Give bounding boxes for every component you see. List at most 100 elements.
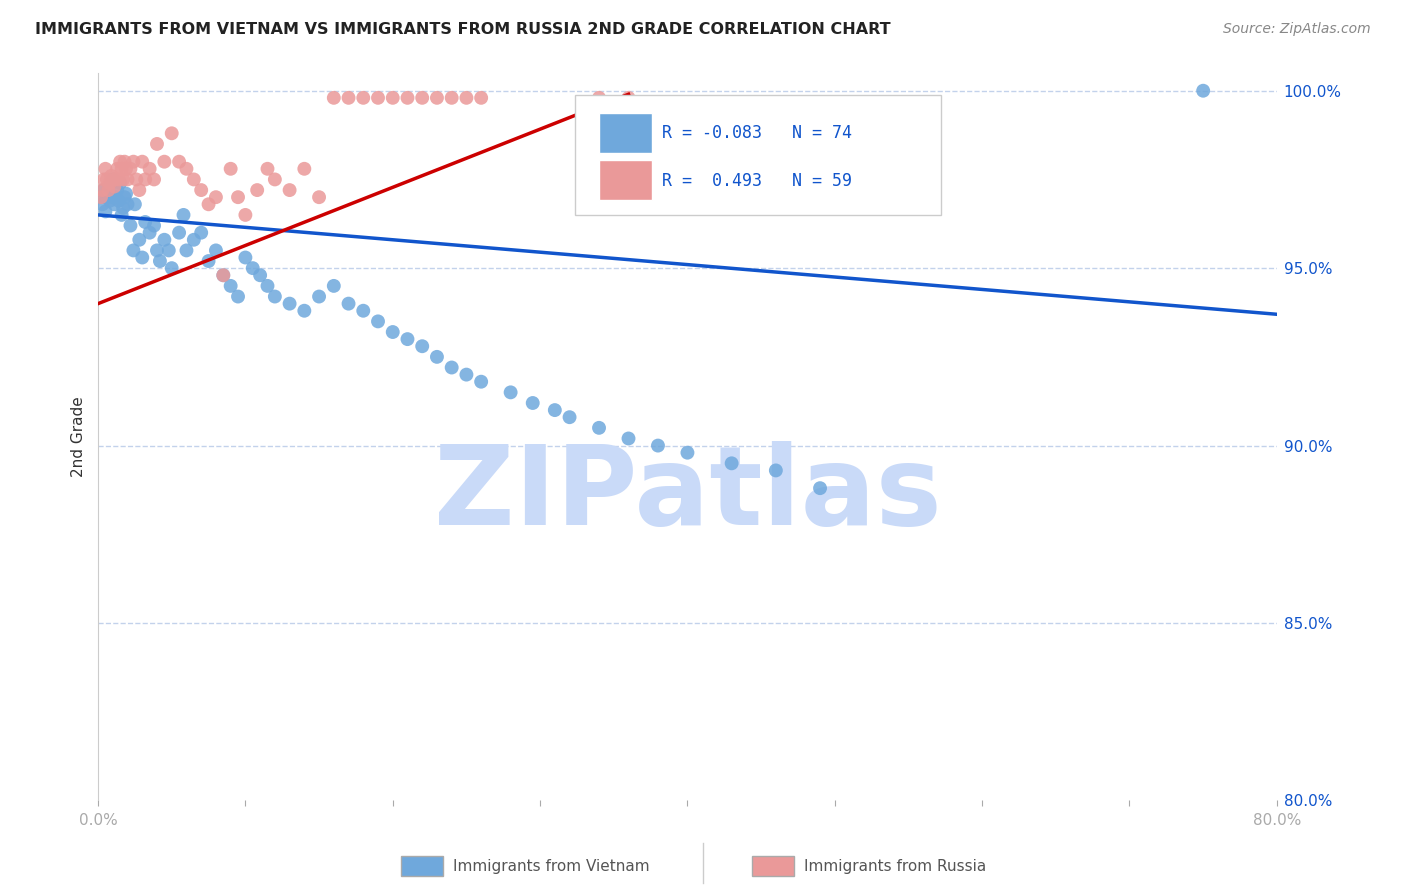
Point [112, 201, 135, 215]
Bar [599, 113, 652, 153]
Point [588, 421, 610, 435]
Point [499, 385, 522, 400]
Point [544, 403, 567, 417]
Point [103, 179, 125, 194]
Point [160, 126, 183, 140]
Point [98, 194, 121, 208]
Point [103, 197, 125, 211]
Point [101, 172, 124, 186]
Point [292, 161, 315, 176]
Point [114, 190, 136, 204]
Point [205, 244, 228, 258]
Point [108, 154, 131, 169]
Point [111, 161, 134, 176]
Point [131, 251, 153, 265]
Point [197, 254, 219, 268]
Point [226, 289, 249, 303]
Point [105, 161, 128, 176]
Point [183, 172, 205, 186]
Point [470, 91, 492, 105]
Point [143, 219, 166, 233]
Point [352, 303, 374, 318]
Point [115, 186, 138, 201]
Point [90, 190, 112, 204]
Text: ZIPatlas: ZIPatlas [433, 442, 942, 549]
Point [91, 197, 114, 211]
Point [134, 172, 156, 186]
Point [381, 325, 404, 339]
Point [128, 183, 150, 197]
Point [197, 197, 219, 211]
Point [114, 154, 136, 169]
Point [176, 161, 198, 176]
Point [440, 360, 463, 375]
Text: IMMIGRANTS FROM VIETNAM VS IMMIGRANTS FROM RUSSIA 2ND GRADE CORRELATION CHART: IMMIGRANTS FROM VIETNAM VS IMMIGRANTS FR… [35, 22, 891, 37]
Point [676, 445, 699, 459]
Point [115, 161, 138, 176]
Point [308, 289, 330, 303]
Point [558, 410, 581, 425]
Point [96, 190, 118, 204]
Y-axis label: 2nd Grade: 2nd Grade [72, 396, 86, 477]
Point [278, 183, 301, 197]
Point [456, 368, 478, 382]
Point [146, 244, 169, 258]
Point [100, 169, 122, 183]
Point [226, 190, 249, 204]
Point [256, 161, 278, 176]
Point [308, 190, 330, 204]
Point [263, 172, 285, 186]
Point [242, 261, 264, 276]
Point [131, 154, 153, 169]
Point [104, 190, 127, 204]
Point [470, 375, 492, 389]
Point [411, 339, 433, 353]
Point [138, 226, 160, 240]
Point [149, 254, 172, 268]
Text: Immigrants from Vietnam: Immigrants from Vietnam [453, 859, 650, 873]
Point [183, 233, 205, 247]
Point [124, 197, 146, 211]
Text: R = -0.083   N = 74: R = -0.083 N = 74 [661, 124, 852, 143]
FancyBboxPatch shape [575, 95, 941, 215]
Point [117, 172, 139, 186]
Text: Source: ZipAtlas.com: Source: ZipAtlas.com [1223, 22, 1371, 37]
Point [167, 226, 190, 240]
Point [122, 244, 145, 258]
Point [219, 279, 242, 293]
Point [808, 481, 831, 495]
Point [322, 279, 344, 293]
Point [122, 154, 145, 169]
Point [396, 332, 419, 346]
Point [125, 172, 148, 186]
Point [90, 190, 112, 204]
Point [143, 172, 166, 186]
Point [128, 233, 150, 247]
Point [322, 91, 344, 105]
Point [352, 91, 374, 105]
Point [367, 91, 389, 105]
Point [153, 154, 176, 169]
Point [157, 244, 180, 258]
Point [160, 261, 183, 276]
Point [120, 161, 142, 176]
Text: R =  0.493   N = 59: R = 0.493 N = 59 [661, 171, 852, 190]
Point [337, 91, 360, 105]
Point [101, 190, 124, 204]
Point [100, 176, 122, 190]
Point [107, 194, 129, 208]
Point [205, 190, 228, 204]
Point [96, 172, 118, 186]
Point [256, 279, 278, 293]
Point [98, 176, 121, 190]
Bar [599, 161, 652, 201]
Point [426, 91, 449, 105]
Point [112, 172, 135, 186]
Point [212, 268, 235, 283]
Point [97, 183, 120, 197]
Point [720, 456, 742, 470]
Point [94, 161, 117, 176]
Point [588, 91, 610, 105]
Point [173, 208, 195, 222]
Point [105, 183, 128, 197]
